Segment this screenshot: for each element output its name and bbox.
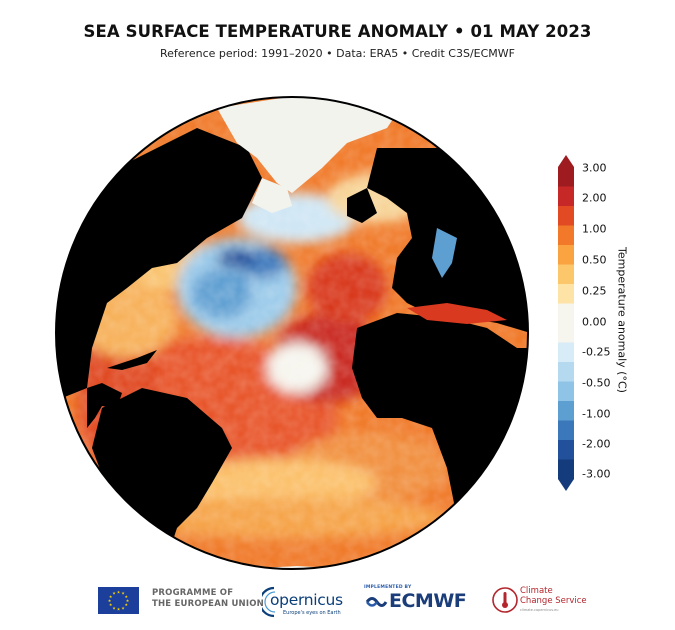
tick-label: -2.00	[582, 437, 611, 451]
svg-text:★: ★	[117, 590, 121, 595]
map-subtitle: Reference period: 1991–2020 • Data: ERA5…	[160, 47, 515, 60]
tick-label: 3.00	[582, 161, 607, 175]
colorbar-ticks: 3.00 2.00 1.00 0.50 0.25 0.00 -0.25 -0.5…	[582, 0, 642, 630]
colorbar-segment	[558, 167, 574, 187]
c3s-thermometer-icon[interactable]	[490, 585, 520, 615]
svg-text:★: ★	[109, 594, 113, 599]
tick-label: 0.50	[582, 253, 607, 267]
colorbar-arrow-down	[558, 479, 574, 491]
c3s-line1: Climate	[520, 586, 553, 596]
svg-text:★: ★	[112, 605, 116, 610]
c3s-line2: Change Service	[520, 596, 587, 606]
colorbar-segment	[558, 225, 574, 246]
colorbar-segment	[558, 342, 574, 363]
globe-outline	[55, 96, 529, 570]
copernicus-tagline: Europe's eyes on Earth	[283, 610, 341, 616]
tick-label: -3.00	[582, 467, 611, 481]
colorbar-segment	[558, 459, 574, 480]
colorbar	[558, 155, 574, 491]
eu-programme-text: PROGRAMME OF THE EUROPEAN UNION	[152, 588, 264, 610]
tick-label: -1.00	[582, 407, 611, 421]
tick-label: -0.50	[582, 376, 611, 390]
colorbar-segment	[558, 245, 574, 265]
colorbar-segment	[558, 440, 574, 460]
colorbar-label: Temperature anomaly (°C)	[615, 247, 629, 393]
copernicus-wordmark: opernicus	[270, 591, 343, 609]
colorbar-segment	[558, 362, 574, 382]
colorbar-segment	[558, 284, 574, 304]
tick-label: 0.00	[582, 315, 607, 329]
c3s-wordmark: Climate Change Service	[520, 586, 587, 606]
colorbar-segment	[558, 303, 574, 324]
colorbar-segments	[558, 167, 574, 480]
eu-text-line1: PROGRAMME OF	[152, 588, 234, 598]
ecmwf-wordmark: ECMWF	[389, 590, 467, 612]
map-title: SEA SURFACE TEMPERATURE ANOMALY • 01 MAY…	[83, 22, 592, 41]
globe-svg	[55, 96, 529, 570]
c3s-url: climate.copernicus.eu	[520, 608, 559, 612]
colorbar-segment	[558, 323, 574, 343]
svg-text:★: ★	[108, 598, 112, 603]
svg-text:★: ★	[126, 598, 130, 603]
colorbar-segment	[558, 206, 574, 226]
eu-flag-icon[interactable]: ★ ★ ★ ★ ★ ★ ★ ★ ★ ★ ★ ★	[98, 587, 139, 614]
ice-arctic	[217, 97, 407, 193]
tick-label: 2.00	[582, 191, 607, 205]
tick-label: -0.25	[582, 345, 611, 359]
colorbar-segment	[558, 264, 574, 285]
colorbar-segment	[558, 401, 574, 421]
eu-text-line2: THE EUROPEAN UNION	[152, 599, 264, 609]
svg-text:★: ★	[109, 602, 113, 607]
svg-text:★: ★	[117, 607, 121, 612]
tick-label: 1.00	[582, 222, 607, 236]
svg-text:★: ★	[125, 602, 129, 607]
svg-text:★: ★	[121, 605, 125, 610]
svg-text:★: ★	[112, 591, 116, 596]
svg-text:★: ★	[121, 591, 125, 596]
globe-map	[47, 88, 537, 578]
ecmwf-swirl-icon[interactable]	[364, 593, 388, 611]
copernicus-logo-icon[interactable]	[262, 582, 344, 622]
colorbar-segment	[558, 420, 574, 441]
ecmwf-implemented-by: IMPLEMENTED BY	[364, 585, 412, 590]
colorbar-segment	[558, 186, 574, 207]
footer-logos: ★ ★ ★ ★ ★ ★ ★ ★ ★ ★ ★ ★ PROGRAMME OF THE EUROPEA…	[0, 576, 675, 630]
tick-label: 0.25	[582, 284, 607, 298]
colorbar-arrow-up	[558, 155, 574, 167]
svg-text:★: ★	[125, 594, 129, 599]
colorbar-segment	[558, 381, 574, 402]
